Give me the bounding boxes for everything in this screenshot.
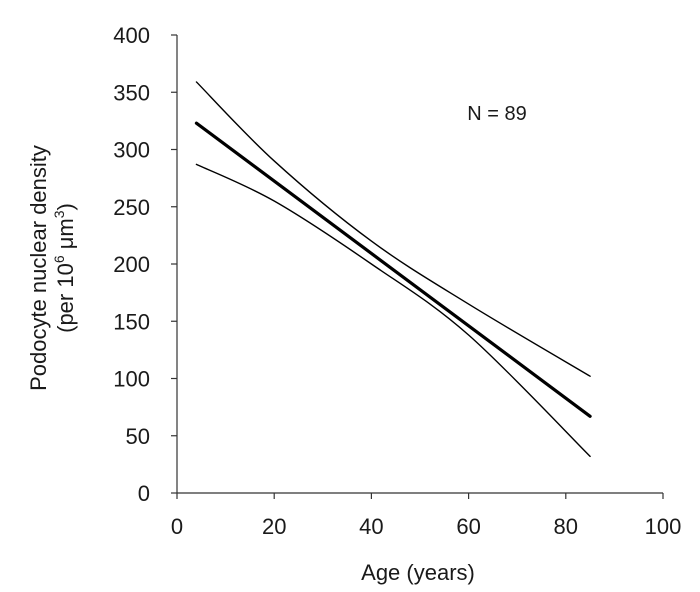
y-axis-label-line2: (per 106 μm3) — [51, 203, 78, 333]
y-axis-label-exponent-2: 3 — [51, 210, 67, 218]
x-ticks: 0 20 40 60 80 100 — [171, 493, 681, 539]
series-lines — [194, 81, 592, 458]
y-tick-label: 100 — [113, 367, 150, 392]
x-tick-label: 40 — [359, 514, 383, 539]
y-ticks: 0 50 100 150 200 250 300 350 400 — [113, 23, 177, 506]
y-tick-label: 400 — [113, 23, 150, 48]
y-tick-label: 150 — [113, 309, 150, 334]
y-axis-label-unit: μm — [53, 218, 78, 255]
x-axis-label: Age (years) — [361, 560, 475, 585]
y-tick-label: 300 — [113, 138, 150, 163]
y-tick-label: 250 — [113, 195, 150, 220]
y-tick-label: 200 — [113, 252, 150, 277]
y-tick-label: 50 — [126, 424, 150, 449]
axes — [176, 35, 663, 494]
x-tick-label: 60 — [456, 514, 480, 539]
y-axis-label-line1: Podocyte nuclear density — [26, 145, 51, 391]
x-tick-label: 100 — [645, 514, 682, 539]
lower-confidence-limit-line — [195, 163, 591, 458]
x-tick-label: 80 — [554, 514, 578, 539]
y-axis-label: Podocyte nuclear density (per 106 μm3) — [26, 145, 78, 391]
y-tick-label: 0 — [138, 481, 150, 506]
y-axis-label-prefix: (per 10 — [53, 263, 78, 333]
y-axis-label-exponent-1: 6 — [51, 255, 67, 263]
y-axis-label-suffix: ) — [53, 203, 78, 210]
sample-size-annotation: N = 89 — [467, 103, 526, 125]
x-tick-label: 20 — [262, 514, 286, 539]
regression-line — [194, 121, 592, 418]
upper-confidence-limit-line — [195, 81, 591, 377]
y-tick-label: 350 — [113, 80, 150, 105]
x-tick-label: 0 — [171, 514, 183, 539]
